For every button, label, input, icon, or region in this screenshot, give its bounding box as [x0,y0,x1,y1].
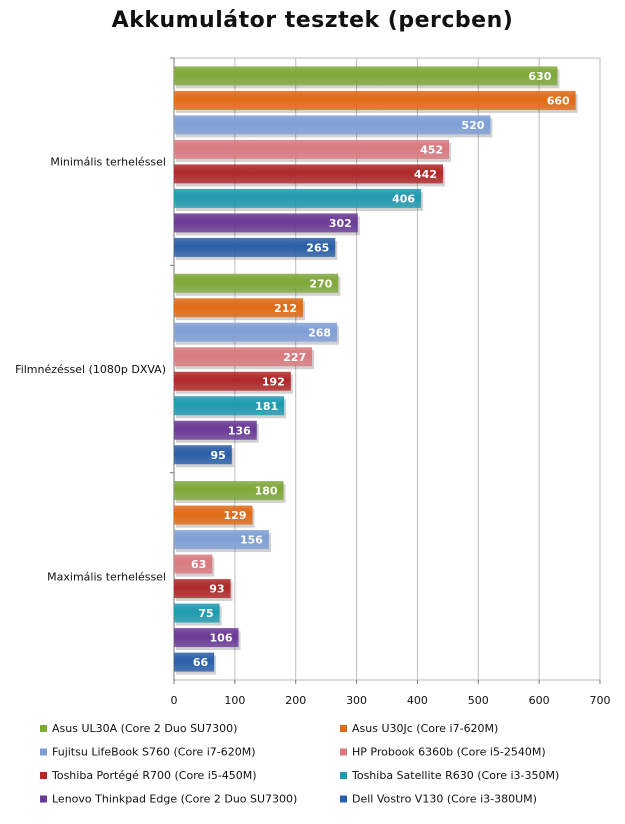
legend-swatch [340,795,347,803]
bar [174,371,291,391]
data-label: 268 [308,326,331,339]
legend-swatch [40,748,47,756]
bar [174,420,257,440]
bar [174,481,284,501]
data-label: 93 [209,583,224,596]
category-label: Filmnézéssel (1080p DXVA) [15,363,166,376]
legend-swatch [340,748,347,756]
data-label: 520 [461,119,484,132]
x-tick-label: 500 [468,694,489,707]
bar [174,396,285,416]
x-tick-label: 700 [590,694,611,707]
bar [174,579,231,599]
legend-label: Toshiba Satellite R630 (Core i3-350M) [351,769,559,782]
legend-label: HP Probook 6360b (Core i5-2540M) [352,746,546,759]
data-label: 630 [528,70,551,83]
data-label: 270 [309,277,332,290]
legend-swatch [40,725,47,732]
bar [174,530,269,550]
data-label: 129 [224,509,247,522]
bar [174,237,336,257]
plot-area [173,57,601,681]
x-tick-label: 100 [224,694,245,707]
legend-label: Dell Vostro V130 (Core i3-380UM) [352,793,537,806]
data-label: 136 [228,424,251,437]
bar [174,322,338,342]
data-label: 95 [211,449,226,462]
legend-swatch [340,772,347,779]
x-tick-label: 300 [346,694,367,707]
data-label: 227 [283,351,306,364]
legend-label: Fujitsu LifeBook S760 (Core i7-620M) [52,746,256,759]
data-label: 212 [274,302,297,315]
chart-title: Akkumulátor tesztek (percben) [111,8,514,33]
data-label: 660 [547,94,570,107]
data-label: 180 [255,485,278,498]
bar [174,554,213,574]
legend-label: Asus U30Jc (Core i7-620M) [352,722,498,735]
bar [174,115,491,135]
bar [174,347,313,367]
bar [174,213,358,233]
legend-label: Lenovo Thinkpad Edge (Core 2 Duo SU7300) [52,793,297,806]
data-label: 106 [210,632,233,645]
data-label: 302 [329,217,352,230]
bar [174,603,220,623]
data-label: 75 [198,607,213,620]
x-tick-label: 600 [529,694,550,707]
data-label: 442 [414,168,437,181]
bar [174,164,443,184]
bar [174,273,339,293]
bar [174,90,576,110]
data-label: 66 [193,656,209,669]
x-tick-label: 400 [407,694,428,707]
bar [174,139,450,159]
x-tick-label: 200 [285,694,306,707]
legend-label: Toshiba Portégé R700 (Core i5-450M) [51,769,257,782]
bar [174,505,253,525]
category-label: Minimális terheléssel [50,156,166,169]
legend-swatch [40,795,47,803]
data-label: 192 [262,375,285,388]
category-label: Maximális terheléssel [47,570,166,583]
bar [174,188,422,208]
bar [174,66,558,86]
data-label: 181 [255,400,278,413]
bar [174,628,239,648]
data-label: 265 [306,241,329,254]
legend-swatch [40,772,47,779]
bar [174,652,215,672]
data-label: 63 [191,558,206,571]
data-label: 406 [392,192,415,205]
bar [174,445,232,465]
data-label: 452 [420,143,443,156]
bar [174,298,304,318]
legend-swatch [340,725,347,732]
x-tick-label: 0 [171,694,178,707]
data-label: 156 [240,534,263,547]
legend-label: Asus UL30A (Core 2 Duo SU7300) [52,722,237,735]
